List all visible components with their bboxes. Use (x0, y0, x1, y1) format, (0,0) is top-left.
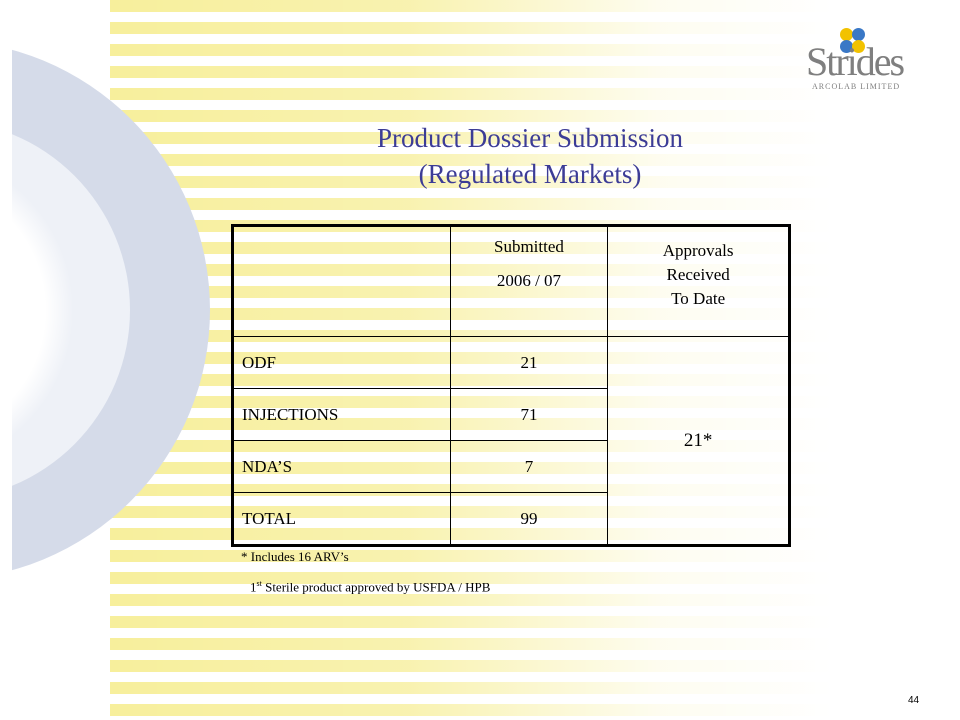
page-number: 44 (908, 695, 920, 706)
row-label: NDA’S (232, 440, 451, 493)
row-submitted-value: 7 (449, 440, 609, 493)
header-approvals-line-3: To Date (671, 289, 726, 308)
table-row: TOTAL 99 (232, 492, 790, 546)
row-label: TOTAL (232, 492, 451, 546)
footnote-sterile-sup: st (256, 579, 262, 588)
row-label: INJECTIONS (232, 388, 451, 441)
logo-dot-icon (840, 28, 853, 41)
table-row: NDA’S 7 (232, 440, 790, 493)
footnote-arv: * Includes 16 ARV’s (241, 549, 349, 564)
row-submitted-value: 71 (449, 388, 609, 441)
row-label: ODF (232, 336, 451, 389)
approvals-total-value: 21* (607, 336, 790, 546)
company-logo: Strides ARCOLAB LIMITED (806, 28, 926, 98)
table-header-row: Submitted 2006 / 07 Approvals Received T… (232, 225, 790, 337)
footnote-sterile-text: Sterile product approved by USFDA / HPB (261, 579, 491, 595)
header-submitted-cell: Submitted 2006 / 07 (449, 225, 609, 337)
logo-dot-icon (840, 40, 853, 53)
header-approvals-line-2: Received (666, 265, 730, 284)
header-empty-cell (232, 225, 451, 337)
logo-dot-icon (852, 40, 865, 53)
header-submitted-period: 2006 / 07 (496, 271, 562, 290)
logo-subtitle: ARCOLAB LIMITED (812, 82, 901, 91)
header-approvals-line-1: Approvals (662, 241, 734, 260)
slide-title: Product Dossier Submission (Regulated Ma… (220, 120, 840, 192)
row-submitted-value: 99 (449, 492, 609, 546)
logo-wordmark: Strides (806, 39, 905, 84)
title-line-2: (Regulated Markets) (418, 159, 642, 189)
title-line-1: Product Dossier Submission (376, 123, 684, 153)
footnote-sterile-prefix: 1 (250, 579, 257, 595)
row-submitted-value: 21 (449, 336, 609, 389)
header-submitted-label: Submitted (493, 237, 564, 256)
table-row: ODF 21 21* (232, 336, 790, 546)
logo-dot-icon (852, 28, 865, 41)
header-approvals-cell: Approvals Received To Date (607, 225, 790, 337)
footnote-sterile: 1st Sterile product approved by USFDA / … (250, 579, 490, 595)
dossier-table: Submitted 2006 / 07 Approvals Received T… (231, 224, 791, 547)
table-row: INJECTIONS 71 (232, 388, 790, 441)
left-margin (0, 0, 12, 720)
